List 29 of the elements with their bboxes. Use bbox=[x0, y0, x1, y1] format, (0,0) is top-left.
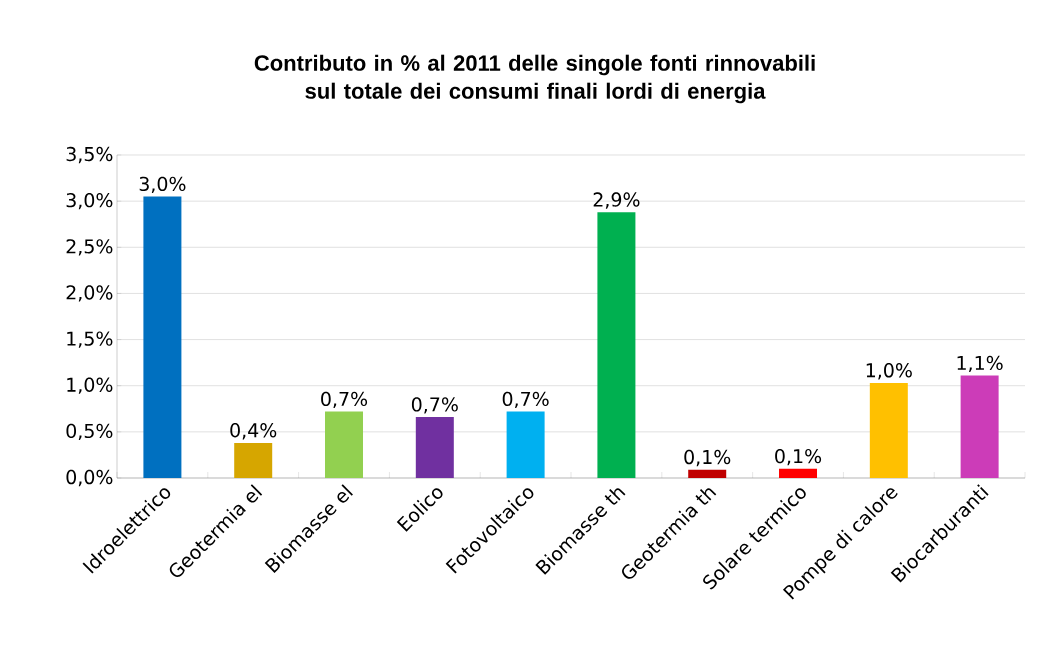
bar bbox=[960, 375, 999, 478]
data-label: 2,9% bbox=[593, 192, 640, 209]
y-tick-label: 3,5% bbox=[66, 146, 113, 164]
bar bbox=[506, 411, 545, 478]
y-tick-label: 1,5% bbox=[67, 331, 113, 348]
y-tick-label: 3,0% bbox=[66, 192, 113, 210]
bar bbox=[688, 469, 727, 478]
bar bbox=[779, 468, 818, 478]
data-label: 0,4% bbox=[230, 423, 277, 440]
data-label: 0,7% bbox=[411, 397, 458, 414]
y-tick-label: 2,0% bbox=[66, 285, 113, 302]
data-label: 0,1% bbox=[684, 449, 731, 467]
y-tick-label: 0,0% bbox=[66, 469, 113, 487]
bar bbox=[869, 382, 908, 478]
data-label: 0,7% bbox=[502, 391, 549, 409]
bar bbox=[234, 442, 273, 478]
chart-title: Contributo in % al 2011 delle singole fonti rinnovabili sul totale dei consumi finali lordi di energia bbox=[254, 54, 815, 104]
bar bbox=[143, 196, 182, 478]
data-label: 0,1% bbox=[775, 448, 822, 466]
bar bbox=[325, 411, 364, 478]
y-tick-label: 0,5% bbox=[66, 423, 113, 441]
data-label: 3,0% bbox=[139, 176, 186, 193]
y-tick-label: 2,5% bbox=[66, 239, 113, 256]
bar bbox=[415, 417, 454, 478]
data-label: 1,0% bbox=[866, 363, 912, 380]
data-label: 0,7% bbox=[321, 391, 368, 409]
bar bbox=[597, 212, 636, 478]
y-tick-label: 1,0% bbox=[67, 377, 113, 394]
data-label: 1,1% bbox=[957, 355, 1003, 373]
